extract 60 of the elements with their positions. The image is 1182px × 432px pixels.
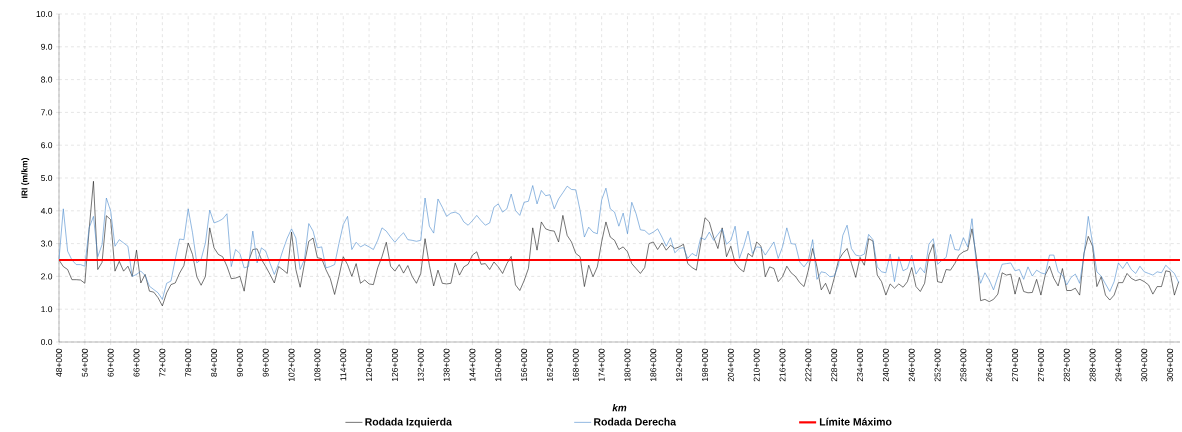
x-axis-title: km — [612, 403, 627, 412]
y-tick-label: 9.0 — [41, 43, 53, 50]
x-tick-label: 210+000 — [753, 348, 760, 382]
x-tick-label: 114+000 — [340, 348, 347, 381]
y-tick-label: 10.0 — [36, 11, 53, 17]
x-tick-label: 144+000 — [469, 348, 476, 382]
x-tick-label: 270+000 — [1012, 348, 1019, 382]
x-tick-label: 192+000 — [676, 348, 683, 382]
x-tick-label: 60+000 — [107, 348, 114, 377]
y-tick-label: 5.0 — [41, 175, 53, 181]
x-tick-label: 138+000 — [443, 348, 450, 382]
x-tick-label: 216+000 — [779, 348, 786, 382]
x-tick-label: 102+000 — [288, 348, 295, 382]
y-tick-label: 6.0 — [41, 142, 53, 149]
x-tick-label: 150+000 — [495, 348, 502, 382]
x-tick-label: 258+000 — [960, 348, 967, 382]
x-tick-label: 300+000 — [1141, 348, 1148, 382]
x-tick-label: 282+000 — [1063, 348, 1070, 382]
y-tick-label: 8.0 — [41, 76, 53, 83]
y-tick-label: 7.0 — [41, 109, 53, 116]
x-tick-label: 132+000 — [417, 348, 424, 382]
x-tick-label: 288+000 — [1089, 348, 1096, 382]
x-tick-label: 240+000 — [882, 348, 889, 382]
y-tick-label: 0.0 — [41, 339, 53, 345]
x-tick-label: 54+000 — [81, 348, 88, 377]
y-tick-label: 1.0 — [41, 306, 53, 313]
legend-label: Límite Máximo — [819, 417, 892, 426]
x-tick-label: 264+000 — [986, 348, 993, 382]
x-tick-label: 198+000 — [701, 348, 708, 382]
x-tick-label: 294+000 — [1115, 348, 1122, 382]
x-tick-label: 96+000 — [262, 348, 269, 377]
x-tick-label: 156+000 — [521, 348, 528, 382]
x-tick-label: 306+000 — [1167, 348, 1174, 382]
x-tick-label: 174+000 — [598, 348, 605, 382]
x-tick-label: 234+000 — [857, 348, 864, 382]
y-tick-label: 3.0 — [41, 240, 53, 247]
x-tick-label: 204+000 — [727, 348, 734, 382]
x-tick-label: 168+000 — [572, 348, 579, 382]
x-tick-label: 78+000 — [185, 348, 192, 377]
x-tick-label: 180+000 — [624, 348, 631, 382]
x-tick-label: 108+000 — [314, 348, 321, 382]
x-tick-label: 162+000 — [546, 348, 553, 382]
legend-label: Rodada Derecha — [594, 417, 677, 426]
x-tick-label: 66+000 — [133, 348, 140, 377]
x-tick-label: 126+000 — [391, 348, 398, 382]
legend-label: Rodada Izquierda — [365, 417, 452, 428]
x-tick-label: 228+000 — [831, 348, 838, 382]
y-tick-label: 2.0 — [41, 273, 53, 280]
x-tick-label: 72+000 — [159, 348, 166, 377]
x-tick-label: 48+000 — [56, 348, 62, 377]
x-tick-label: 186+000 — [650, 348, 657, 382]
x-tick-label: 276+000 — [1037, 348, 1044, 382]
x-tick-label: 90+000 — [236, 348, 243, 377]
y-axis-title: IRI (m/km) — [21, 157, 30, 198]
x-tick-label: 252+000 — [934, 348, 941, 382]
y-tick-label: 4.0 — [40, 207, 53, 214]
x-tick-label: 246+000 — [908, 348, 915, 382]
x-tick-label: 120+000 — [366, 348, 373, 382]
x-tick-label: 222+000 — [805, 348, 812, 382]
x-tick-label: 84+000 — [211, 348, 218, 377]
